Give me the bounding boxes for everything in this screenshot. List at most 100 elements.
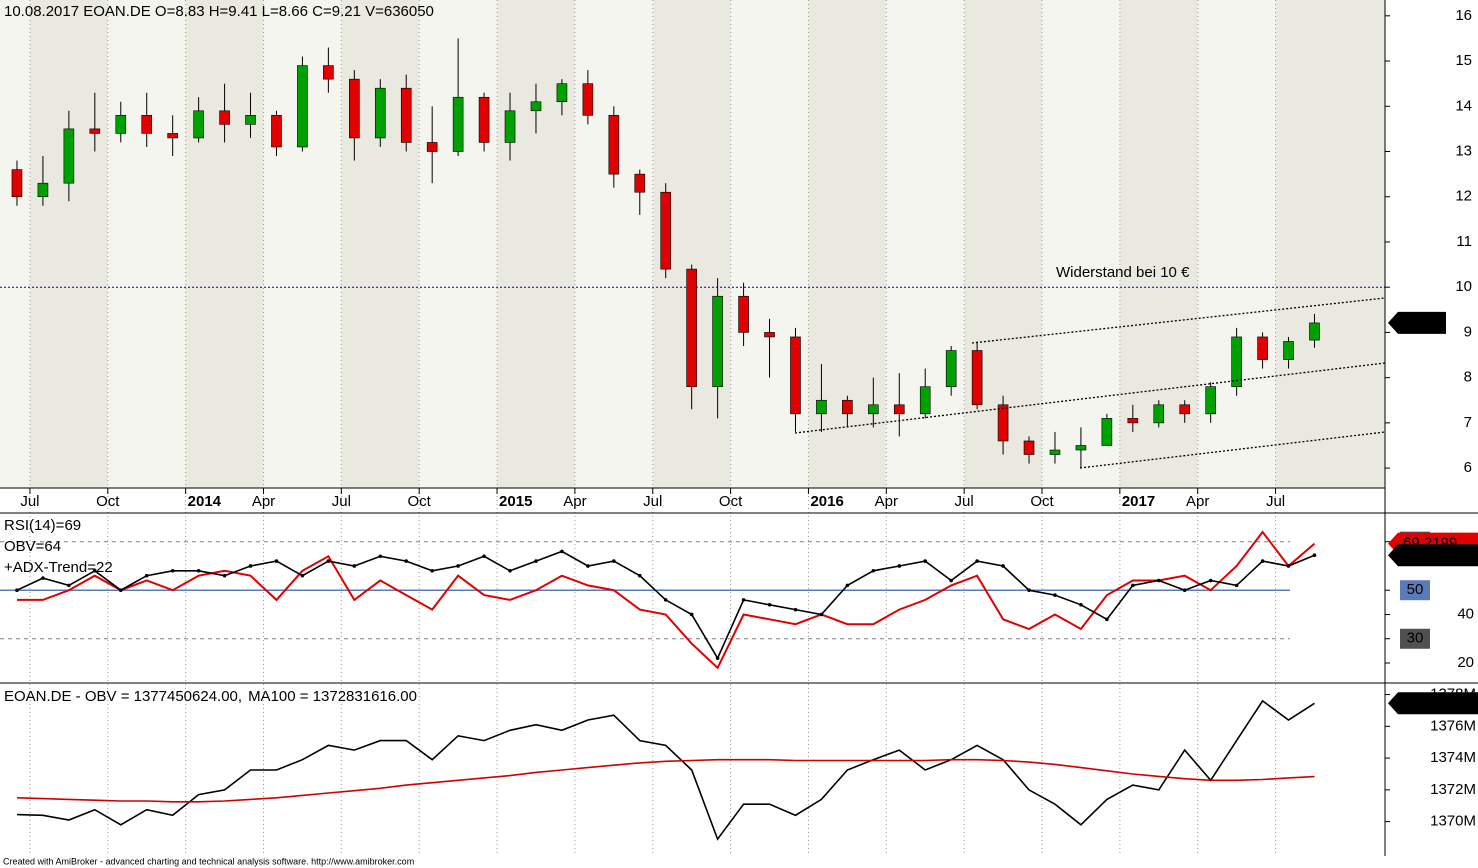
series-dot	[248, 564, 253, 568]
legend-entry: RSI(14)=69	[4, 517, 81, 534]
y-tick-label: 1374M	[1430, 749, 1476, 766]
candle-body	[245, 115, 256, 125]
series-dot	[378, 554, 383, 559]
series-dot	[715, 656, 720, 660]
quarter-stripe	[1197, 0, 1276, 488]
y-tick-label: 6	[1464, 459, 1472, 476]
candle-body	[634, 173, 646, 193]
candle-body	[893, 404, 905, 415]
y-tick-label: 50	[1407, 581, 1424, 598]
series-dot	[949, 578, 953, 583]
series-dot	[15, 588, 19, 593]
candle-body	[63, 128, 75, 184]
series-dot	[1105, 617, 1109, 622]
series-dot	[689, 612, 694, 617]
x-tick-label: Jul	[1266, 493, 1285, 510]
y-tick-label: 11	[1456, 233, 1472, 250]
x-tick-label: Jul	[643, 493, 662, 510]
footer: Created with AmiBroker - advanced charti…	[3, 856, 414, 866]
quarter-stripe	[0, 0, 30, 488]
quarter-stripe	[1042, 0, 1120, 488]
series-dot	[1260, 559, 1265, 563]
trend-line	[971, 297, 1386, 344]
series-dot	[871, 569, 876, 573]
y-tick-label: 7	[1464, 414, 1472, 431]
y-tick-label: 1376M	[1430, 717, 1476, 734]
series-dot	[560, 549, 564, 554]
candle-body	[1023, 440, 1035, 455]
x-tick-label: 2017	[1122, 493, 1155, 510]
trend-line	[1079, 431, 1386, 469]
series-dot	[741, 598, 746, 602]
x-tick-label: Apr	[1186, 493, 1209, 510]
series-dot	[586, 564, 590, 568]
candle-body	[1205, 386, 1216, 415]
x-tick-label: 2016	[810, 493, 843, 510]
candle-body	[349, 78, 360, 139]
series-dot	[1208, 578, 1213, 583]
series-dot	[1234, 583, 1239, 588]
series-dot	[637, 573, 642, 578]
quarter-stripe	[574, 0, 653, 488]
x-tick-label: 2014	[188, 493, 222, 510]
series-dot	[1312, 553, 1317, 558]
x-tick-label: Apr	[252, 493, 275, 510]
candle-body	[141, 115, 153, 134]
series-dot	[845, 583, 850, 588]
quarter-stripe	[1275, 0, 1385, 488]
x-tick-label: Oct	[408, 493, 432, 510]
candle-body	[1283, 341, 1294, 360]
y-tick-label: 1370M	[1430, 813, 1476, 830]
candle-body	[712, 295, 723, 387]
series-dot	[144, 573, 149, 578]
candle-body	[790, 336, 801, 415]
candle-body	[167, 133, 178, 139]
candle-body	[271, 115, 282, 148]
y-tick-label: 13	[1455, 142, 1472, 159]
x-tick-label: Oct	[1030, 493, 1054, 510]
candle-body	[919, 386, 931, 415]
trend-line	[794, 362, 1386, 434]
candle-body	[193, 110, 204, 139]
quarter-stripe	[185, 0, 264, 488]
value-label: 1377450624	[1403, 694, 1478, 711]
candle-body	[426, 142, 438, 152]
series-dot	[118, 588, 123, 593]
series-dot	[196, 569, 201, 573]
legend-entry: OBV=64	[4, 538, 61, 555]
candle-body	[1075, 445, 1087, 451]
candle-body	[400, 87, 412, 143]
series-dot	[274, 559, 279, 563]
chart-title: 10.08.2017 EOAN.DE O=8.83 H=9.41 L=8.66 …	[4, 3, 434, 20]
y-tick-label: 10	[1455, 278, 1472, 295]
candle-body	[868, 404, 879, 415]
series-dot	[1079, 602, 1083, 607]
series-dot	[793, 607, 798, 612]
x-tick-label: Jul	[955, 493, 974, 510]
candle-body	[660, 191, 672, 270]
series-dot	[430, 569, 434, 573]
x-tick-label: Jul	[332, 493, 351, 510]
tick-box	[1400, 580, 1430, 601]
series-dot	[1053, 593, 1057, 597]
series-dot	[1182, 588, 1187, 593]
candle-body	[1153, 404, 1165, 424]
candle-body	[11, 169, 23, 198]
series-dot	[612, 559, 616, 563]
quarter-stripe	[730, 0, 809, 488]
quarter-stripe	[107, 0, 186, 488]
value-label-box	[1388, 692, 1478, 715]
y-tick-label: 14	[1455, 97, 1472, 114]
value-label-box	[1388, 544, 1478, 567]
series-dot	[1027, 588, 1031, 593]
candle-body	[219, 110, 230, 125]
tick-box	[1400, 628, 1430, 649]
candle-body	[971, 350, 983, 406]
candle-body	[1231, 336, 1242, 387]
candle-body	[686, 268, 697, 387]
candle-body	[1179, 404, 1191, 415]
series-dot	[975, 559, 979, 563]
y-tick-label: 1372M	[1430, 781, 1476, 798]
series-dot	[1001, 564, 1005, 568]
